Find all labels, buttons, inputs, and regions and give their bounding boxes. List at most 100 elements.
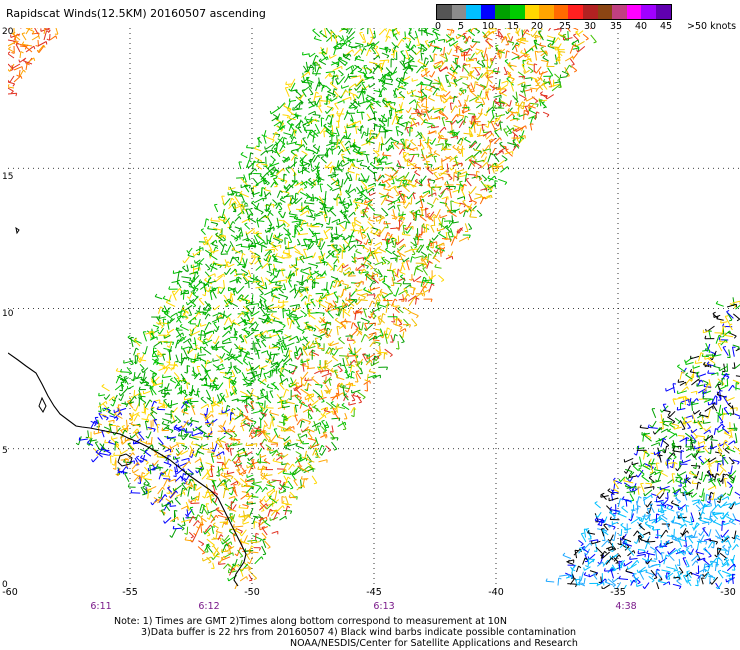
wind-barb [431, 138, 437, 145]
wind-barb-flag [348, 273, 350, 277]
wind-barb [245, 160, 250, 169]
wind-barb-flag [511, 78, 515, 82]
wind-barb [234, 195, 241, 205]
wind-barb-flag [277, 347, 281, 351]
wind-barb-flag [387, 238, 391, 241]
wind-barb-flag [186, 296, 190, 299]
wind-barb [397, 235, 400, 244]
wind-barb-flag [546, 114, 550, 118]
wind-barb-flag [312, 70, 314, 74]
wind-barb-flag [301, 120, 304, 124]
wind-barb [408, 54, 414, 60]
wind-barb-flag [395, 257, 397, 262]
wind-barb [324, 227, 332, 234]
wind-barb-flag [387, 239, 390, 243]
wind-barb-flag [279, 281, 281, 285]
wind-barb-flag [566, 75, 570, 77]
wind-barb-flag [313, 129, 317, 133]
wind-barb-flag [215, 223, 219, 227]
wind-barb [365, 273, 368, 281]
wind-barb [296, 144, 304, 152]
wind-barb-flag [207, 313, 211, 317]
wind-barb [374, 41, 380, 46]
wind-barb-flag [469, 71, 473, 75]
wind-barb-flag [206, 218, 210, 221]
wind-barb [403, 138, 406, 149]
wind-barb [228, 221, 234, 229]
wind-barb [255, 234, 265, 242]
wind-barb [387, 145, 391, 152]
wind-barb-flag [281, 123, 285, 126]
wind-barb-flag [437, 231, 441, 234]
wind-barb-flag [209, 263, 213, 267]
wind-barb [348, 91, 358, 97]
wind-barb [264, 282, 268, 289]
wind-barb [161, 310, 170, 313]
wind-barb-flag [333, 75, 337, 78]
wind-barb-flag [354, 188, 357, 192]
wind-barb [377, 269, 383, 277]
wind-barb-flag [429, 42, 433, 46]
wind-barb-flag [524, 109, 528, 112]
wind-barb-flag [345, 209, 349, 213]
wind-barb [224, 217, 230, 225]
wind-barb-flag [538, 98, 540, 102]
wind-barb-flag [382, 97, 385, 101]
wind-barb-flag [213, 287, 217, 291]
wind-barb-flag [179, 288, 182, 292]
wind-barb [342, 55, 351, 61]
wind-barb-flag [478, 95, 482, 100]
wind-barb [323, 130, 325, 138]
wind-barb [357, 188, 367, 195]
wind-barb-flag [360, 125, 364, 128]
wind-barb [319, 259, 329, 264]
wind-barb-flag [345, 189, 349, 193]
wind-barb-flag [492, 84, 496, 88]
wind-barb-flag [363, 47, 367, 51]
wind-barb [396, 251, 406, 257]
wind-barb-flag [260, 293, 264, 296]
wind-barb [497, 50, 501, 60]
wind-barb-flag [315, 54, 319, 58]
wind-barb [374, 125, 381, 128]
wind-barb [365, 199, 374, 204]
wind-barb [458, 227, 464, 234]
wind-barb [324, 28, 327, 37]
wind-barb-flag [430, 240, 434, 244]
wind-barb [391, 115, 397, 125]
wind-barb-flag [156, 326, 160, 330]
wind-barb-flag [211, 241, 215, 245]
wind-barb [207, 286, 212, 293]
wind-barb [440, 82, 445, 91]
wind-barb-flag [285, 279, 288, 283]
wind-barb [486, 70, 495, 78]
wind-barb-flag [346, 124, 348, 128]
wind-barb [365, 175, 370, 183]
wind-barb-flag [336, 64, 340, 68]
wind-barb-flag [321, 51, 325, 54]
wind-barb [554, 73, 561, 80]
wind-barb [299, 191, 309, 198]
wind-barb [495, 150, 503, 156]
wind-barb [289, 215, 298, 218]
wind-barb [257, 258, 262, 265]
wind-barb [269, 173, 278, 177]
wind-barb-flag [416, 315, 419, 319]
wind-barb [299, 94, 305, 101]
wind-barb [512, 95, 519, 103]
wind-barb-flag [215, 246, 219, 250]
wind-barb-flag [525, 98, 527, 102]
wind-barb [190, 324, 199, 332]
wind-barb [397, 340, 400, 350]
wind-barb-flag [262, 314, 266, 317]
wind-barb-flag [201, 329, 205, 333]
wind-barb [374, 269, 381, 275]
wind-barb-flag [286, 159, 289, 163]
wind-barb [515, 104, 526, 108]
wind-barb [297, 352, 303, 360]
wind-barb-flag [413, 324, 418, 327]
wind-barb [451, 215, 454, 222]
wind-barb-flag [359, 194, 363, 197]
wind-barb-flag [315, 118, 318, 123]
wind-barb [566, 28, 571, 33]
